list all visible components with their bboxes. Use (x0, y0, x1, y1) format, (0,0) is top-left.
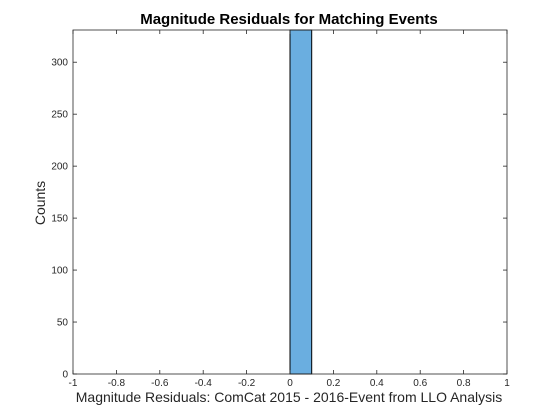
x-tick-label: -0.4 (195, 378, 213, 389)
x-tick-label: 0 (287, 378, 293, 389)
plot-area: -1 -0.8 -0.6 -0.4 -0.2 0 0.2 0.4 0.6 0.8 1 0 50 100 15… (51, 29, 510, 389)
x-tick-label: 0.8 (457, 378, 471, 389)
chart-title: Magnitude Residuals for Matching Events (140, 11, 438, 28)
histogram-bar (289, 29, 313, 375)
y-tick-label: 100 (51, 266, 68, 277)
y-tick-label: 200 (51, 162, 68, 173)
y-tick-label: 250 (51, 110, 68, 121)
y-tick-label: 0 (62, 370, 68, 381)
x-tick-label: -1 (69, 378, 78, 389)
y-tick-label: 150 (51, 214, 68, 225)
y-tick-label: 50 (57, 318, 69, 329)
x-tick-label: 0.4 (370, 378, 384, 389)
x-tick-label: 0.6 (413, 378, 427, 389)
x-tick-label: -0.8 (108, 378, 126, 389)
y-axis-label: Counts (32, 181, 48, 225)
y-tick-label: 300 (51, 58, 68, 69)
x-tick-label: -0.6 (151, 378, 169, 389)
x-tick-label: -0.2 (238, 378, 256, 389)
x-tick-label: 1 (504, 378, 510, 389)
x-tick-label: 0.2 (326, 378, 340, 389)
x-axis-label: Magnitude Residuals: ComCat 2015 - 2016-… (76, 389, 502, 405)
